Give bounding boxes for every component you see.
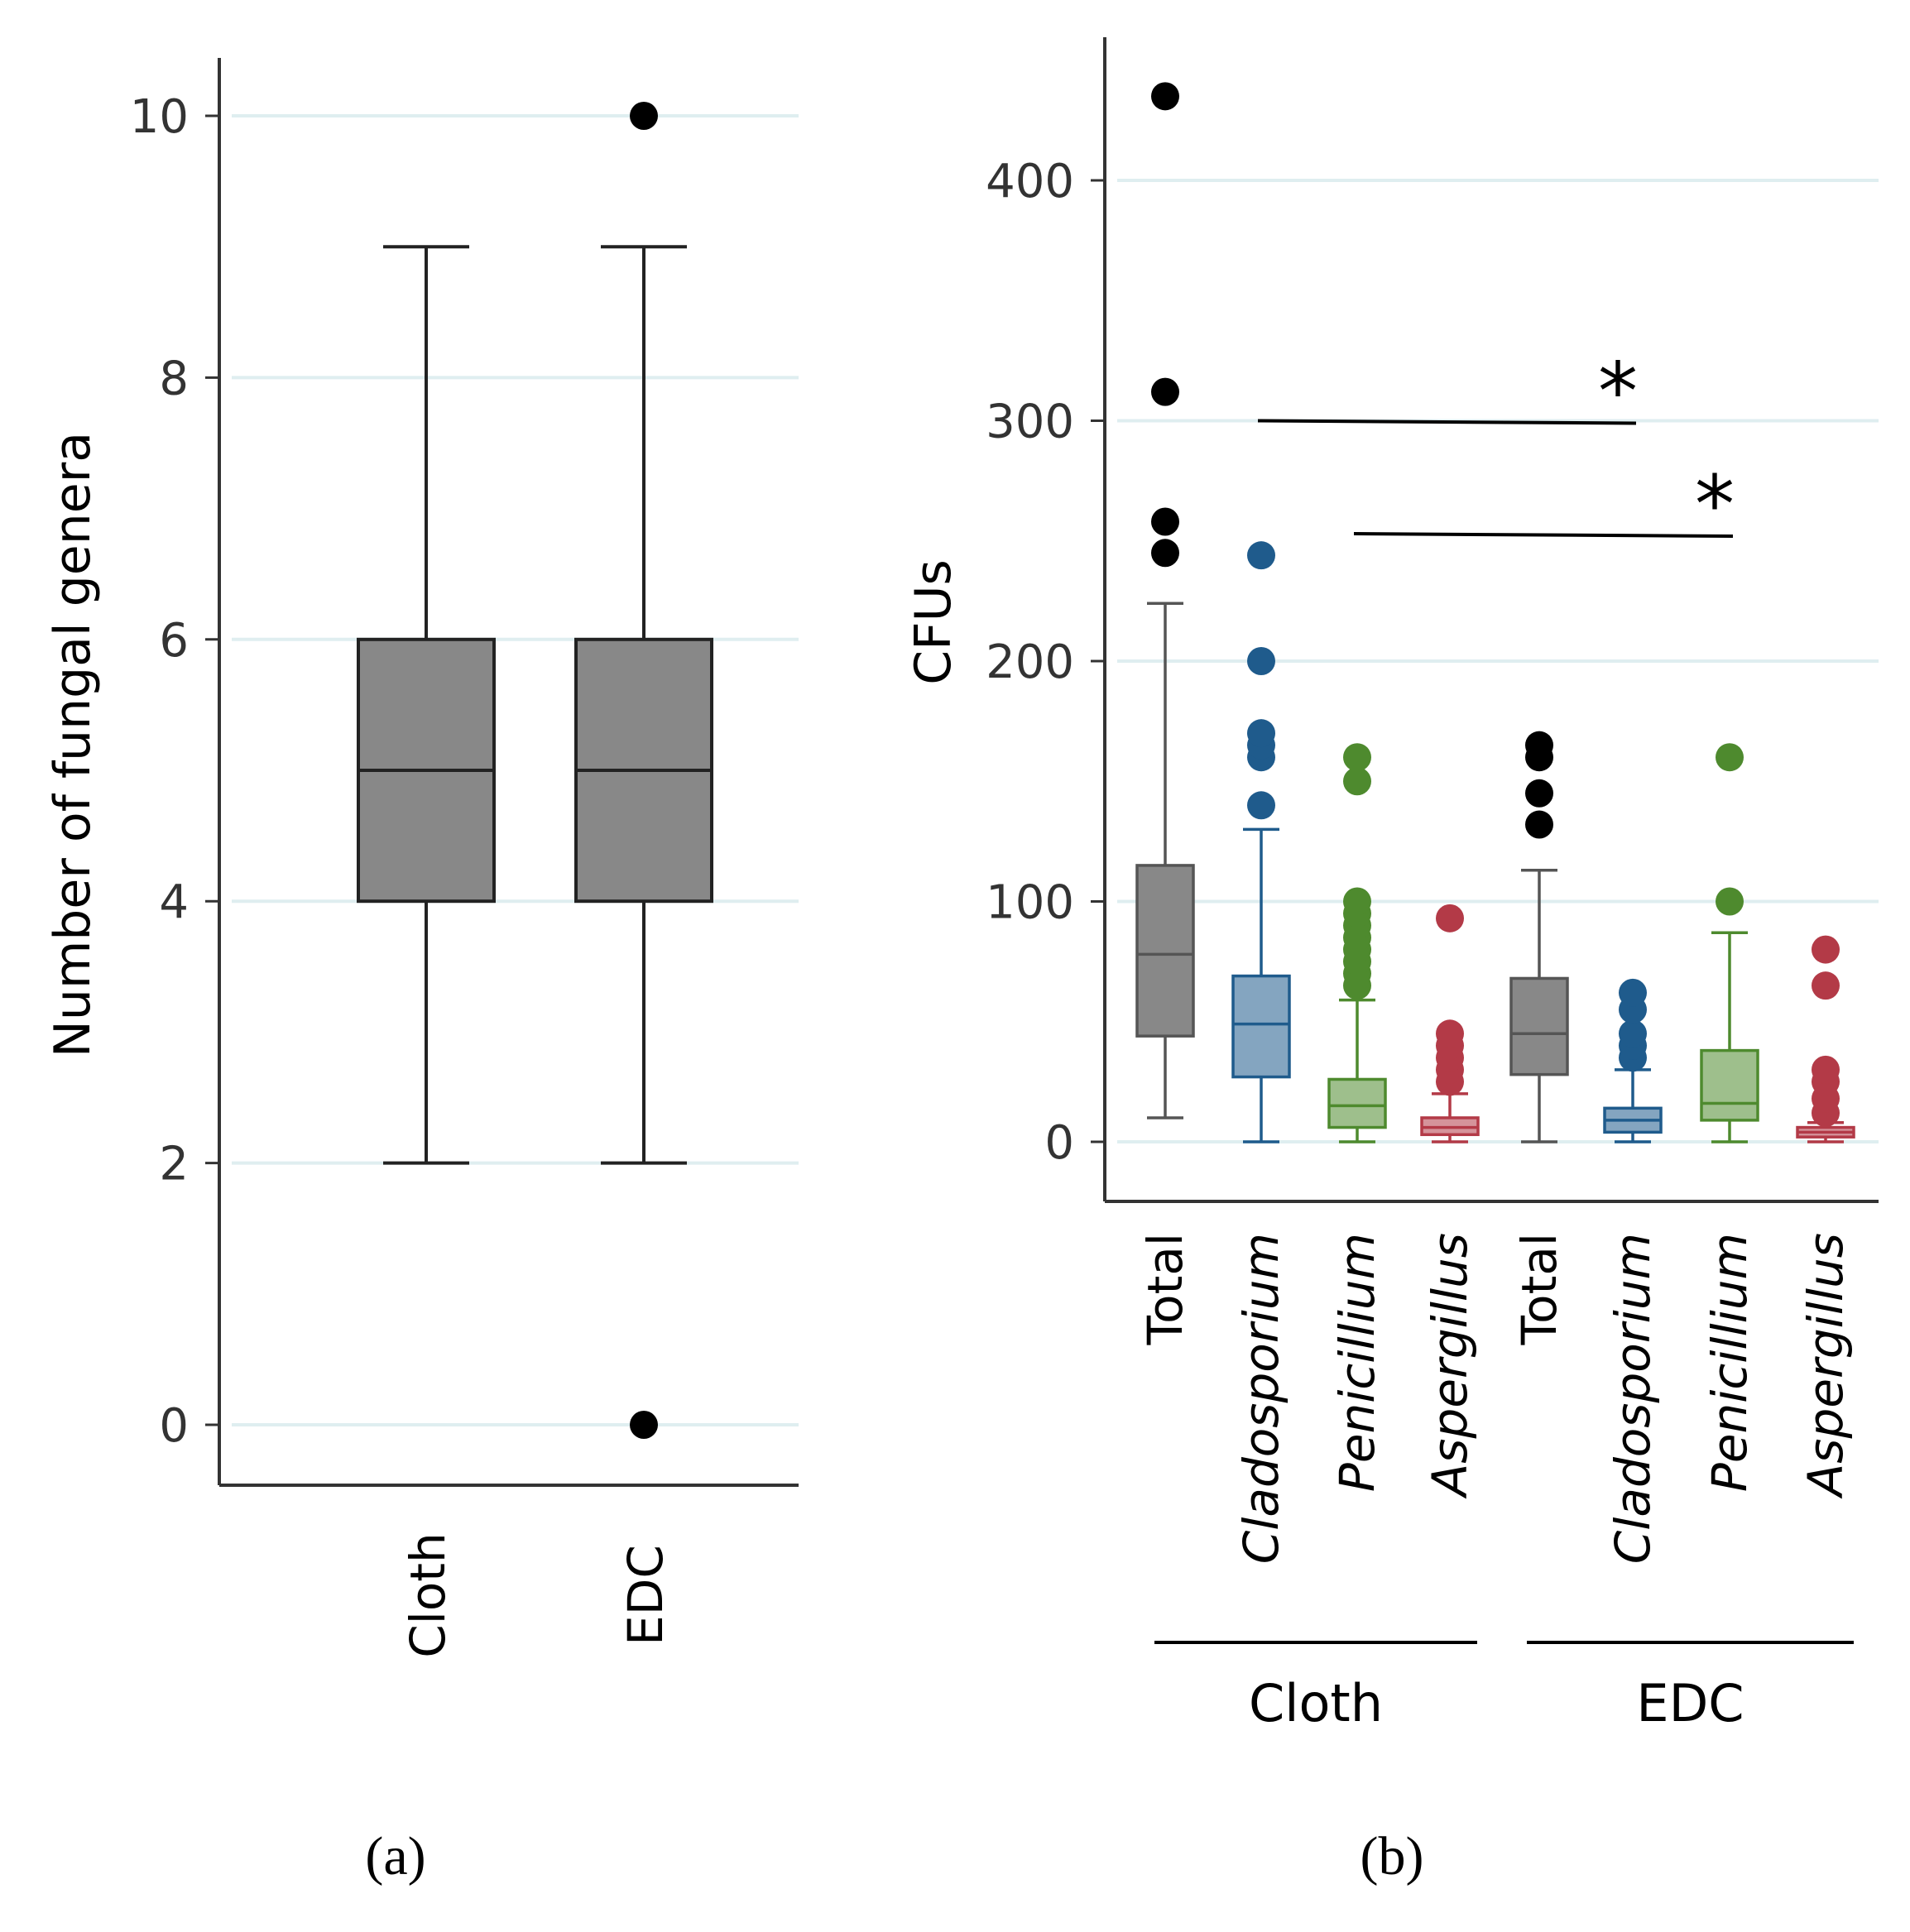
- outlier-b-cloth-penicillium-9: [1343, 743, 1371, 772]
- box-a-cloth: [357, 245, 496, 1165]
- panel-b-gridlines: [1117, 179, 1879, 1143]
- outlier-b-edc-aspergillus-3: [1812, 1055, 1840, 1084]
- xtick-label-a-cloth: Cloth: [400, 1532, 456, 1658]
- outlier-b-edc-total-1: [1525, 779, 1553, 808]
- box-a-edc: [574, 102, 713, 1439]
- iqr-box-b-edc-total: [1509, 976, 1569, 1076]
- xtick-label-b-edc-total: Total: [1511, 1233, 1567, 1345]
- outlier-b-edc-aspergillus-5: [1812, 935, 1840, 964]
- outlier-b-cloth-cladosporium-5: [1247, 541, 1275, 570]
- outlier-a-edc-1: [630, 102, 658, 130]
- box-b-cloth-penicillium: [1327, 743, 1387, 1143]
- significance-star-1: *: [1695, 458, 1735, 551]
- outlier-b-cloth-cladosporium-4: [1247, 647, 1275, 675]
- outlier-b-cloth-total-1: [1151, 507, 1179, 536]
- panel-b-x-tick-labels: Total Cladosporium Penicillium Aspergillus T…: [1137, 1233, 1854, 1564]
- panel-b-y-axis-title: CFUs: [905, 559, 962, 685]
- panel-a-label: (a): [365, 1826, 425, 1886]
- outlier-b-edc-cladosporium-2: [1619, 1019, 1647, 1048]
- outlier-b-cloth-total-2: [1151, 377, 1179, 406]
- ytick-label-b-200: 200: [986, 635, 1074, 689]
- panel-a-y-tick-labels: 0 2 4 6 8 10: [130, 90, 189, 1453]
- group-label-cloth: Cloth: [1249, 1673, 1383, 1733]
- significance-star-0: *: [1598, 346, 1638, 439]
- box-b-cloth-aspergillus: [1420, 904, 1480, 1143]
- iqr-box-b-cloth-total: [1135, 864, 1195, 1038]
- xtick-label-b-edc-cladosporium: Cladosporium: [1605, 1233, 1661, 1564]
- panel-b-label: (b): [1361, 1826, 1424, 1886]
- significance-line-1: [1353, 532, 1734, 539]
- panel-b-group-brackets: Cloth EDC: [1154, 1641, 1854, 1733]
- ytick-label-a-4: 4: [159, 875, 189, 929]
- panel-b-chart: 0 100 200 300 400 Total Cladosporium Penicilli…: [905, 37, 1879, 1733]
- panel-a-gridlines: [232, 114, 799, 1426]
- ytick-label-b-300: 300: [986, 396, 1074, 449]
- outlier-b-edc-total-3: [1525, 731, 1553, 760]
- outlier-b-cloth-total-0: [1151, 539, 1179, 568]
- ytick-label-b-400: 400: [986, 155, 1074, 209]
- ytick-label-b-0: 0: [1044, 1116, 1074, 1170]
- ytick-label-a-8: 8: [159, 352, 189, 405]
- box-b-edc-cladosporium: [1603, 978, 1663, 1143]
- panel-a-y-axis-title: Number of fungal genera: [44, 432, 102, 1057]
- outlier-b-edc-penicillium-1: [1716, 743, 1744, 772]
- ytick-label-a-2: 2: [159, 1138, 189, 1191]
- outlier-b-cloth-penicillium-7: [1343, 887, 1371, 916]
- iqr-box-b-cloth-penicillium: [1327, 1077, 1387, 1129]
- panel-a-boxes: [357, 102, 713, 1439]
- box-b-cloth-total: [1135, 82, 1195, 1119]
- panel-b-significance-bars: **: [1257, 346, 1735, 551]
- xtick-label-b-cloth-cladosporium: Cladosporium: [1233, 1233, 1289, 1564]
- ytick-label-a-0: 0: [159, 1399, 189, 1453]
- ytick-label-a-10: 10: [130, 90, 189, 144]
- outlier-b-cloth-penicillium-8: [1343, 767, 1371, 796]
- panel-a-chart: 0 2 4 6 8 10 Cloth EDC Number of fungal genera: [44, 58, 799, 1658]
- panel-b-y-tick-labels: 0 100 200 300 400: [986, 155, 1074, 1170]
- outlier-b-cloth-aspergillus-5: [1436, 904, 1464, 932]
- iqr-box-b-edc-penicillium: [1700, 1048, 1759, 1122]
- ytick-label-b-100: 100: [986, 876, 1074, 930]
- xtick-label-b-cloth-total: Total: [1137, 1233, 1193, 1345]
- box-b-edc-aspergillus: [1796, 935, 1855, 1143]
- xtick-label-b-edc-aspergillus: Aspergillus: [1797, 1233, 1854, 1499]
- box-b-edc-total: [1509, 731, 1569, 1143]
- iqr-box-b-cloth-cladosporium: [1231, 974, 1291, 1079]
- xtick-label-b-cloth-penicillium: Penicillium: [1329, 1233, 1385, 1492]
- panel-a-axes: [205, 58, 799, 1487]
- outlier-b-edc-aspergillus-4: [1812, 971, 1840, 1000]
- outlier-b-cloth-aspergillus-4: [1436, 1019, 1464, 1048]
- outlier-b-cloth-cladosporium-0: [1247, 791, 1275, 820]
- box-b-cloth-cladosporium: [1231, 541, 1291, 1143]
- xtick-label-b-cloth-aspergillus: Aspergillus: [1422, 1233, 1478, 1499]
- outlier-b-cloth-cladosporium-3: [1247, 719, 1275, 748]
- outlier-b-edc-cladosporium-4: [1619, 978, 1647, 1007]
- panel-a-x-tick-labels: Cloth EDC: [400, 1532, 674, 1658]
- ytick-label-a-6: 6: [159, 614, 189, 668]
- panel-b-axes: [1091, 37, 1879, 1203]
- group-label-edc: EDC: [1636, 1673, 1744, 1733]
- outlier-b-edc-penicillium-0: [1716, 887, 1744, 916]
- box-b-edc-penicillium: [1700, 743, 1759, 1143]
- xtick-label-a-edc: EDC: [617, 1545, 674, 1646]
- outlier-b-cloth-total-3: [1151, 82, 1179, 111]
- outlier-b-edc-total-0: [1525, 810, 1553, 839]
- significance-line-0: [1257, 419, 1637, 425]
- outlier-a-edc-0: [630, 1411, 658, 1439]
- panel-b-boxes: [1135, 82, 1855, 1143]
- xtick-label-b-edc-penicillium: Penicillium: [1701, 1233, 1758, 1492]
